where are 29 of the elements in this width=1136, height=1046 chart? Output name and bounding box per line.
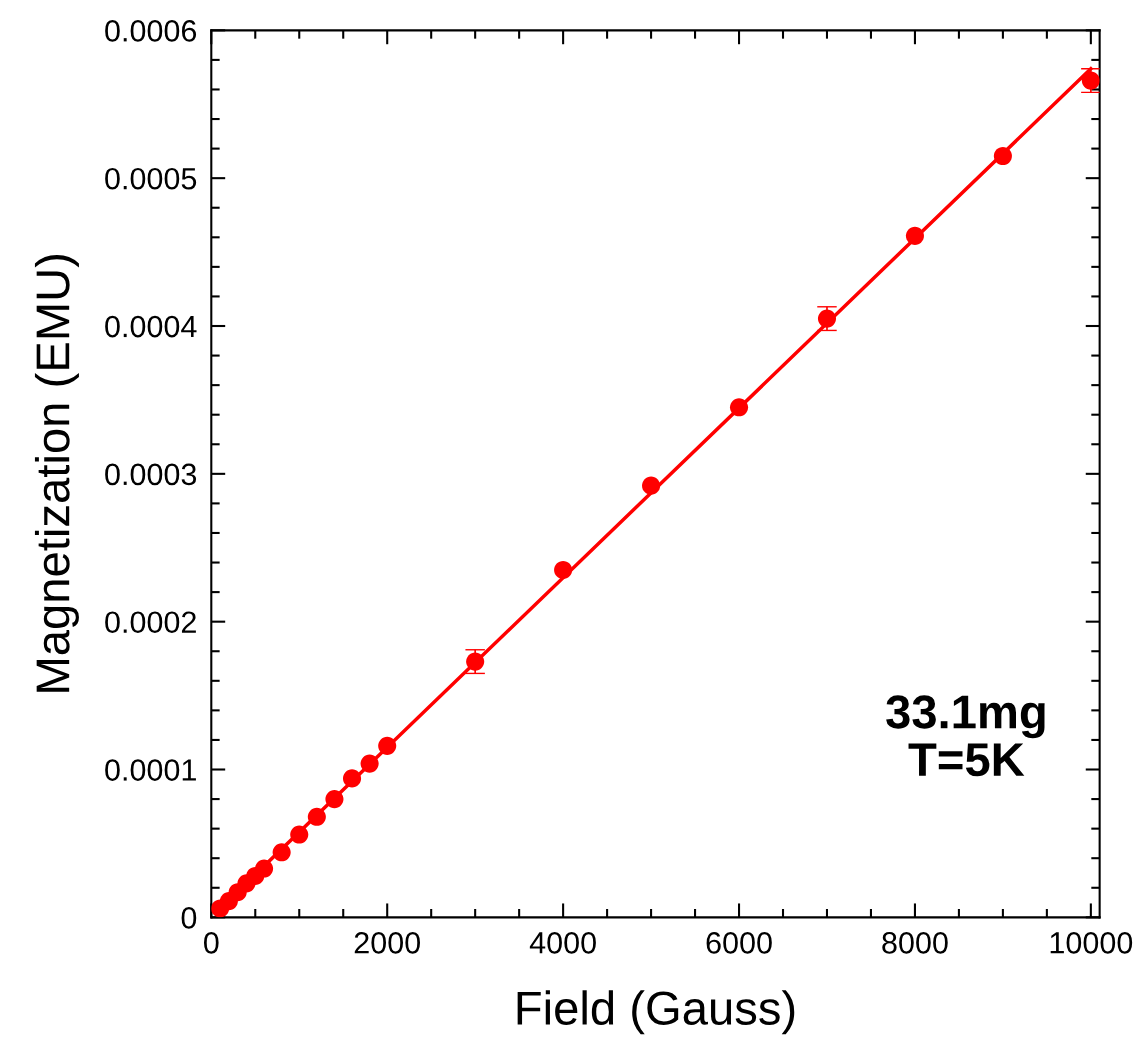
annotation: 33.1mg T=5K — [886, 695, 1045, 777]
point — [307, 807, 326, 826]
y-tick-label: 0.0004 — [105, 315, 197, 338]
point — [905, 226, 924, 245]
x-tick-label: 4000 — [529, 932, 596, 954]
point — [993, 146, 1012, 166]
x-tick-label: 6000 — [706, 932, 772, 954]
point — [290, 825, 309, 844]
y-tick-label: 0.0005 — [105, 167, 197, 190]
point — [360, 754, 379, 773]
y-tick-label: 0.0002 — [105, 611, 196, 634]
y-tick-label: 0.0003 — [105, 463, 197, 486]
y-axis-title: Magnetization (EMU) — [34, 255, 79, 692]
point — [378, 736, 397, 755]
x-tick-label: 10000 — [1050, 932, 1133, 954]
point — [342, 769, 362, 788]
y-tick-label: 0.0006 — [105, 20, 197, 42]
point — [642, 476, 661, 495]
x-tick-label: 8000 — [882, 932, 948, 954]
x-axis-title: Field (Gauss) — [517, 990, 795, 1035]
x-tick-label: 0 — [203, 932, 219, 954]
point — [255, 859, 274, 878]
point — [325, 790, 344, 809]
point — [272, 843, 291, 862]
y-tick-label: 0.0001 — [105, 759, 196, 781]
y-tick-label: 0 — [181, 907, 197, 929]
x-tick-label: 2000 — [354, 932, 420, 954]
point — [554, 560, 573, 579]
point — [729, 398, 749, 417]
